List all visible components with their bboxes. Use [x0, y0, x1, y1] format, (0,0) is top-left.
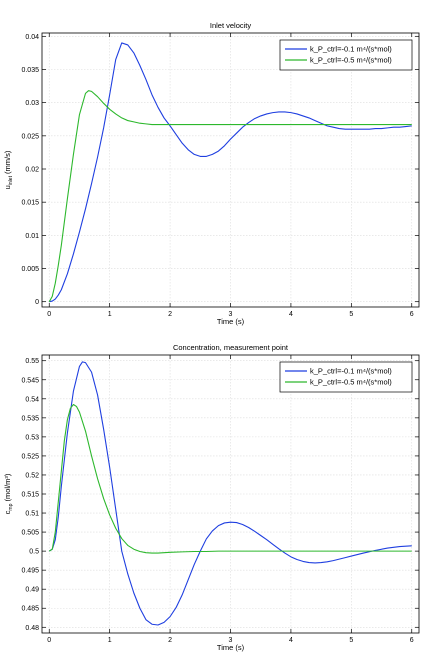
chart-1-x-tick-label: 3: [229, 311, 233, 318]
chart-2-x-tick-label: 6: [410, 637, 414, 644]
chart-2-y-tick-label: 0.495: [21, 568, 39, 575]
chart-2: Concentration, measurement point 0 1 2 3 4 5 6 0…: [3, 343, 420, 652]
chart-1-y-tick-label: 0.025: [21, 133, 39, 140]
chart-2-y-axis-label-unit: (mol/m³): [3, 473, 12, 503]
chart-1: Inlet velocity 0 1 2 3 4 5 6 0 0.005 0.01 0.015 0.02…: [3, 21, 420, 326]
chart-2-y-tick-label: 0.55: [25, 358, 39, 365]
chart-2-y-tick-label: 0.545: [21, 377, 39, 384]
chart-1-y-axis-label-unit: (mm/s): [3, 150, 12, 176]
chart-2-y-tick-label: 0.485: [21, 606, 39, 613]
chart-2-series-line-1: [48, 361, 412, 626]
chart-1-y-tick-label: 0.02: [25, 167, 39, 174]
chart-1-legend-label-2: k_P_ctrl=-0.5 m⁴/(s*mol): [310, 56, 392, 65]
chart-1-y-tick-label: 0.03: [25, 100, 39, 107]
chart-2-y-tick-label: 0.535: [21, 415, 39, 422]
chart-2-y-tick-label: 0.525: [21, 453, 39, 460]
chart-1-legend: [279, 39, 413, 71]
chart-1-x-axis-label: Time (s): [217, 317, 245, 326]
chart-2-legend-label-1: k_P_ctrl=-0.1 m⁴/(s*mol): [310, 367, 392, 376]
chart-2-x-tick-label: 2: [168, 637, 172, 644]
chart-1-y-tick-label: 0.04: [25, 34, 39, 41]
chart-2-x-tick-label: 1: [108, 637, 112, 644]
chart-2-y-tick-label: 0.53: [25, 434, 39, 441]
chart-2-series-line-2: [48, 403, 412, 554]
chart-2-y-tick-label: 0.54: [25, 396, 39, 403]
chart-1-series-line-1: [49, 42, 412, 303]
chart-2-y-tick-label: 0.51: [25, 511, 39, 518]
chart-2-x-tick-label: 3: [229, 637, 233, 644]
chart-1-y-tick-label: 0.035: [21, 67, 39, 74]
chart-1-x-tick-label: 6: [410, 311, 414, 318]
chart-2-title: Concentration, measurement point: [173, 343, 289, 352]
chart-1-plot-area: [41, 32, 420, 308]
chart-1-x-tick-label: 5: [349, 311, 353, 318]
chart-2-x-tick-label: 0: [47, 637, 51, 644]
chart-1-y-axis-label-main: u: [3, 185, 12, 189]
chart-1-x-tick-label: 1: [108, 311, 112, 318]
chart-2-y-tick-label: 0.515: [21, 492, 39, 499]
chart-2-y-axis-label-sub: mp: [8, 503, 14, 510]
chart-2-y-axis-label-main: c: [3, 510, 12, 514]
chart-2-x-tick-label: 4: [289, 637, 293, 644]
chart-2-x-tick-label: 5: [349, 637, 353, 644]
chart-1-y-tick-label: 0.01: [25, 233, 39, 240]
chart-1-y-axis-label: uinlet (mm/s): [3, 150, 14, 189]
chart-1-y-tick-label: 0.005: [21, 266, 39, 273]
chart-2-y-tick-label: 0.48: [25, 625, 39, 632]
chart-1-x-tick-label: 4: [289, 311, 293, 318]
chart-1-legend-label-1: k_P_ctrl=-0.1 m⁴/(s*mol): [310, 45, 392, 54]
chart-1-x-tick-label: 2: [168, 311, 172, 318]
chart-1-series-line-2: [48, 90, 412, 302]
chart-2-y-tick-label: 0.49: [25, 587, 39, 594]
chart-1-x-tick-label: 0: [47, 311, 51, 318]
chart-2-x-axis-label: Time (s): [217, 643, 245, 652]
chart-2-y-tick-label: 0.5: [29, 549, 39, 556]
chart-2-y-axis-label: cmp (mol/m³): [3, 473, 14, 514]
chart-1-y-tick-label: 0: [35, 299, 39, 306]
chart-2-y-tick-label: 0.52: [25, 472, 39, 479]
chart-1-y-axis-label-sub: inlet: [8, 175, 14, 185]
chart-2-legend-label-2: k_P_ctrl=-0.5 m⁴/(s*mol): [310, 378, 392, 387]
chart-1-y-tick-label: 0.015: [21, 200, 39, 207]
chart-2-y-tick-label: 0.505: [21, 530, 39, 537]
chart-2-legend: [279, 361, 413, 393]
chart-1-title: Inlet velocity: [210, 21, 252, 30]
